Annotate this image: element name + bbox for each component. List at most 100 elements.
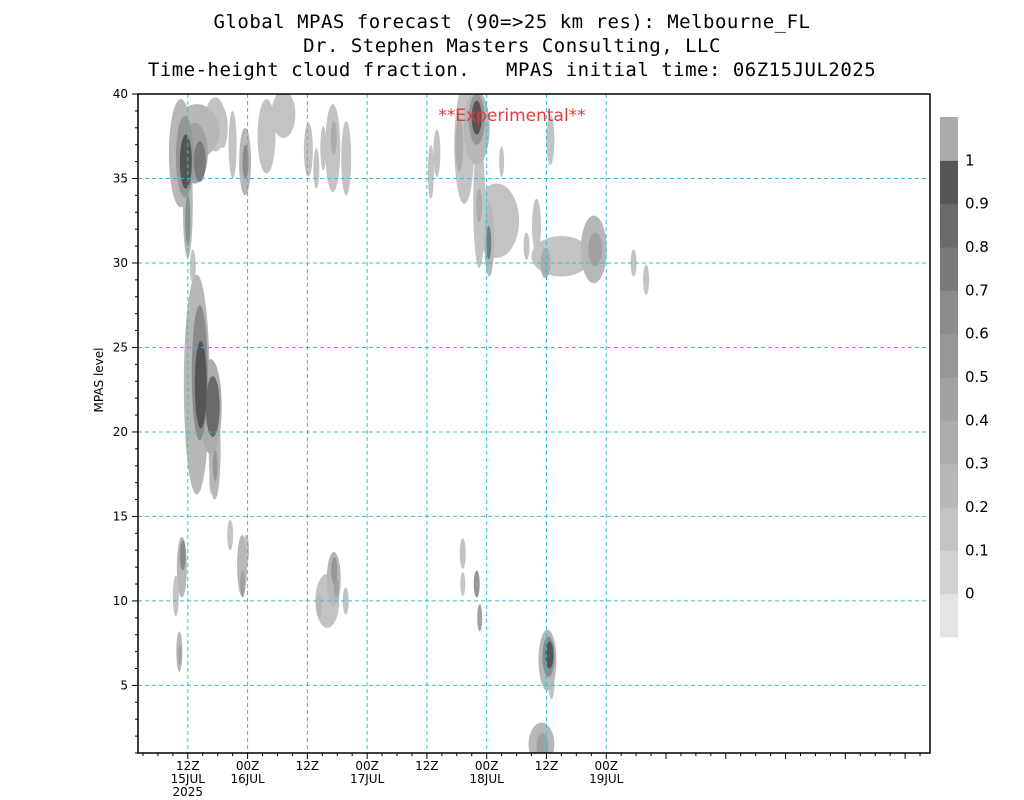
colorbar-swatch	[940, 463, 958, 508]
cloud-region	[477, 604, 483, 632]
y-tick-label: 35	[113, 171, 128, 185]
grid-lines	[138, 94, 930, 753]
colorbar-label: 1	[965, 151, 975, 169]
colorbar-label: 0.5	[965, 368, 989, 386]
colorbar-label: 0.1	[965, 541, 989, 559]
cloud-region	[172, 575, 179, 617]
chart-title-block: Global MPAS forecast (90=>25 km res): Me…	[0, 10, 1024, 82]
x-tick-label: 00Z	[236, 759, 260, 773]
colorbar-swatch	[940, 290, 958, 335]
cloud-region	[205, 376, 220, 438]
x-tick-label: 12Z	[296, 759, 320, 773]
y-tick-label: 15	[113, 509, 128, 523]
y-tick-label: 5	[120, 678, 128, 692]
x-tick-label: 00Z	[594, 759, 618, 773]
chart-title-line-3: Time-height cloud fraction. MPAS initial…	[147, 59, 877, 81]
cloud-region	[179, 134, 192, 189]
x-tick-label: 19JUL	[589, 772, 624, 786]
y-tick-label: 20	[113, 425, 128, 439]
cloud-region	[320, 126, 327, 171]
y-axis: 5 10 15 20 25 30 35 40	[113, 87, 138, 754]
x-tick-label: 2025	[173, 785, 204, 799]
cloud-region	[313, 148, 320, 189]
cloud-region	[193, 141, 206, 182]
colorbar-swatch	[940, 507, 958, 551]
cloud-region	[330, 121, 337, 155]
x-tick-label: 00Z	[355, 759, 379, 773]
cloud-region	[630, 249, 637, 277]
cloud-region	[227, 519, 234, 551]
cloud-region	[460, 572, 466, 596]
x-tick-label: 12Z	[415, 759, 439, 773]
x-tick-label: 15JUL	[171, 772, 206, 786]
cloud-region	[257, 99, 276, 174]
cloud-region	[643, 264, 650, 296]
cloud-region	[545, 641, 554, 669]
colorbar-label: 0.3	[965, 455, 989, 473]
cloud-region	[271, 94, 296, 138]
cloud-region	[588, 232, 603, 267]
colorbar-swatch	[940, 203, 958, 248]
cloud-region	[178, 644, 182, 666]
cloud-region	[342, 587, 349, 615]
colorbar: 0 0.1 0.2 0.3 0.4 0.5 0.6 0.7 0.8 0.9 1	[940, 117, 989, 638]
y-tick-label: 40	[113, 87, 128, 101]
experimental-annotation: **Experimental**	[438, 106, 585, 126]
cloud-region	[212, 450, 218, 481]
cloud-region	[316, 594, 323, 618]
plot-background	[138, 94, 930, 753]
colorbar-swatch	[940, 377, 958, 421]
colorbar-swatch	[940, 420, 958, 465]
cloud-region	[455, 117, 464, 172]
y-axis-label: MPAS level	[92, 348, 106, 413]
colorbar-label: 0	[965, 585, 975, 603]
cloud-region	[331, 556, 338, 585]
cloud-region	[476, 188, 483, 223]
cloud-region	[194, 340, 207, 429]
cloud-fraction-regions	[168, 94, 650, 753]
cloud-region	[217, 107, 228, 149]
x-tick-label: 17JUL	[350, 772, 385, 786]
x-tick-label: 18JUL	[470, 772, 505, 786]
chart-title-line-1: Global MPAS forecast (90=>25 km res): Me…	[213, 11, 811, 33]
y-tick-label: 10	[113, 594, 128, 608]
cloud-region	[523, 232, 530, 260]
cloud-region	[473, 570, 480, 598]
cloud-region	[228, 110, 237, 179]
colorbar-label: 0.2	[965, 498, 989, 516]
colorbar-swatch	[940, 247, 958, 291]
cloud-region	[179, 540, 186, 571]
colorbar-swatch	[940, 593, 958, 638]
cloud-region	[433, 129, 441, 177]
cloud-region	[486, 225, 492, 260]
cloud-region	[189, 249, 196, 284]
cloud-region	[471, 100, 482, 135]
colorbar-label: 0.8	[965, 238, 989, 256]
y-tick-label: 30	[113, 256, 128, 270]
colorbar-label: 0.4	[965, 411, 989, 429]
x-tick-label: 16JUL	[230, 772, 265, 786]
cloud-region	[427, 144, 434, 199]
plot-frame	[137, 93, 931, 754]
cloud-region	[341, 121, 352, 196]
y-tick-label: 25	[113, 340, 128, 354]
cloud-region	[240, 570, 246, 598]
cloud-region	[532, 198, 541, 253]
cloud-region	[459, 538, 466, 569]
cloud-region	[499, 146, 505, 177]
x-tick-label: 00Z	[475, 759, 499, 773]
x-tick-label: 12Z	[176, 759, 200, 773]
colorbar-label: 0.7	[965, 281, 989, 299]
colorbar-swatch	[940, 333, 958, 378]
x-tick-label: 12Z	[535, 759, 559, 773]
cloud-region	[536, 732, 549, 753]
colorbar-swatch	[940, 550, 958, 595]
colorbar-label: 0.6	[965, 325, 989, 343]
colorbar-swatch	[940, 160, 958, 205]
chart-title-line-2: Dr. Stephen Masters Consulting, LLC	[303, 35, 721, 57]
colorbar-label: 0.9	[965, 195, 989, 213]
cloud-region	[303, 122, 313, 177]
colorbar-swatch	[940, 117, 958, 161]
